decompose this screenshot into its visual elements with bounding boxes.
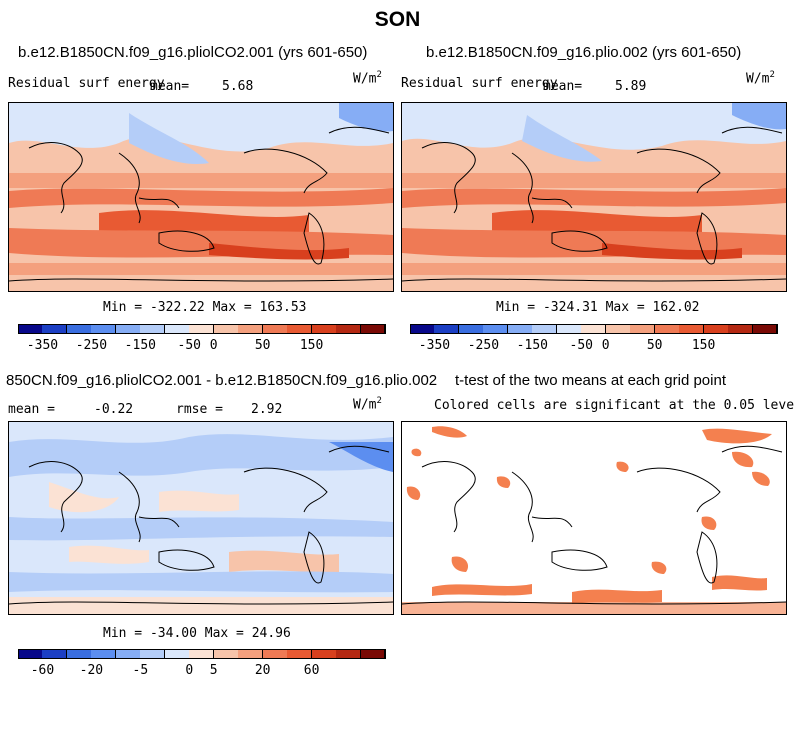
- panel-a-colorbar-tick-label: 150: [299, 338, 324, 353]
- panel-b-colorbar-tick-label: 150: [691, 338, 716, 353]
- panel-a-colorbar-tick-label: 0: [209, 338, 218, 353]
- panel-c-rmse-value: 2.92: [251, 402, 283, 417]
- panel-b-colorbar: -350 -250 -150 -50 0 50 150: [410, 324, 778, 354]
- panel-c-colorbar-tick-label: 5: [209, 663, 218, 678]
- panel-c-colorbar-tick-label: -5: [132, 663, 149, 678]
- panel-c-colorbar-tick-label: 60: [303, 663, 320, 678]
- panel-c-field: [9, 422, 393, 614]
- panel-a-title: b.e12.B1850CN.f09_g16.pliolCO2.001 (yrs …: [18, 44, 368, 61]
- panel-c-minmax: Min = -34.00 Max = 24.96: [103, 626, 291, 641]
- panel-b-mean-value: 5.89: [615, 79, 647, 94]
- panel-c-colorbar-tick-label: -20: [79, 663, 104, 678]
- panel-c-colorbar-frame: [18, 649, 385, 659]
- panel-b-title: b.e12.B1850CN.f09_g16.plio.002 (yrs 601-…: [426, 44, 742, 61]
- panel-d-map: [401, 421, 787, 615]
- panel-c-coastlines: [9, 445, 393, 605]
- panel-c-title: 850CN.f09_g16.pliolCO2.001 - b.e12.B1850…: [6, 372, 438, 389]
- panel-a-colorbar-tick-label: -50: [177, 338, 202, 353]
- panel-d-coastlines: [402, 445, 786, 605]
- panel-c-colorbar-tick-label: 0: [185, 663, 194, 678]
- panel-a-colorbar-tick-label: -350: [26, 338, 59, 353]
- panel-a-coastlines: [9, 126, 393, 282]
- panel-b-variable: Residual surf energy: [401, 76, 558, 91]
- panel-b-colorbar-cell: [752, 324, 778, 334]
- panel-c-colorbar-tick-label: 20: [254, 663, 271, 678]
- panel-a-colorbar-cell: [360, 324, 386, 334]
- panel-b-units: W/m2: [746, 70, 775, 87]
- panel-d-title: t-test of the two means at each grid poi…: [455, 372, 726, 389]
- panel-a-variable: Residual surf energy: [8, 76, 165, 91]
- panel-c-colorbar: -60 -20 -5 0 5 20 60: [18, 649, 386, 679]
- panel-b-colorbar-frame: [410, 324, 777, 334]
- panel-a-colorbar-tick-label: -250: [75, 338, 108, 353]
- panel-c-colorbar-cell: [360, 649, 386, 659]
- panel-b-colorbar-tick-label: 50: [646, 338, 663, 353]
- panel-c-units: W/m2: [353, 396, 382, 413]
- panel-c-colorbar-tick-label: -60: [30, 663, 55, 678]
- panel-a-mean-value: 5.68: [222, 79, 254, 94]
- figure-title: SON: [374, 8, 421, 31]
- panel-b-colorbar-tick-label: -250: [467, 338, 500, 353]
- panel-a-map: [8, 102, 394, 292]
- panel-b-colorbar-tick-label: 0: [601, 338, 610, 353]
- panel-a-units: W/m2: [353, 70, 382, 87]
- panel-a-colorbar-tick-label: 50: [254, 338, 271, 353]
- panel-a-minmax: Min = -322.22 Max = 163.53: [103, 300, 307, 315]
- panel-b-map: [401, 102, 787, 292]
- panel-c-mean-label: mean =: [8, 402, 55, 417]
- panel-c-mean-value: -0.22: [94, 402, 134, 417]
- panel-a-colorbar-frame: [18, 324, 385, 334]
- panel-c-map: [8, 421, 394, 615]
- panel-a-mean-label: mean=: [150, 79, 190, 94]
- panel-a-colorbar-tick-label: -150: [124, 338, 156, 353]
- panel-b-coastlines: [402, 126, 786, 282]
- panel-a-colorbar: -350 -250 -150 -50 0 50 150: [18, 324, 386, 354]
- panel-b-mean-label: mean=: [543, 79, 583, 94]
- panel-b-colorbar-tick-label: -350: [418, 338, 451, 353]
- panel-d-field: [402, 426, 786, 614]
- panel-d-subtitle: Colored cells are significant at the 0.0…: [434, 398, 795, 413]
- panel-b-colorbar-tick-label: -150: [516, 338, 548, 353]
- panel-b-colorbar-tick-label: -50: [569, 338, 594, 353]
- panel-b-field: [402, 103, 786, 291]
- panel-b-minmax: Min = -324.31 Max = 162.02: [496, 300, 700, 315]
- panel-c-rmse-label: rmse =: [176, 402, 223, 417]
